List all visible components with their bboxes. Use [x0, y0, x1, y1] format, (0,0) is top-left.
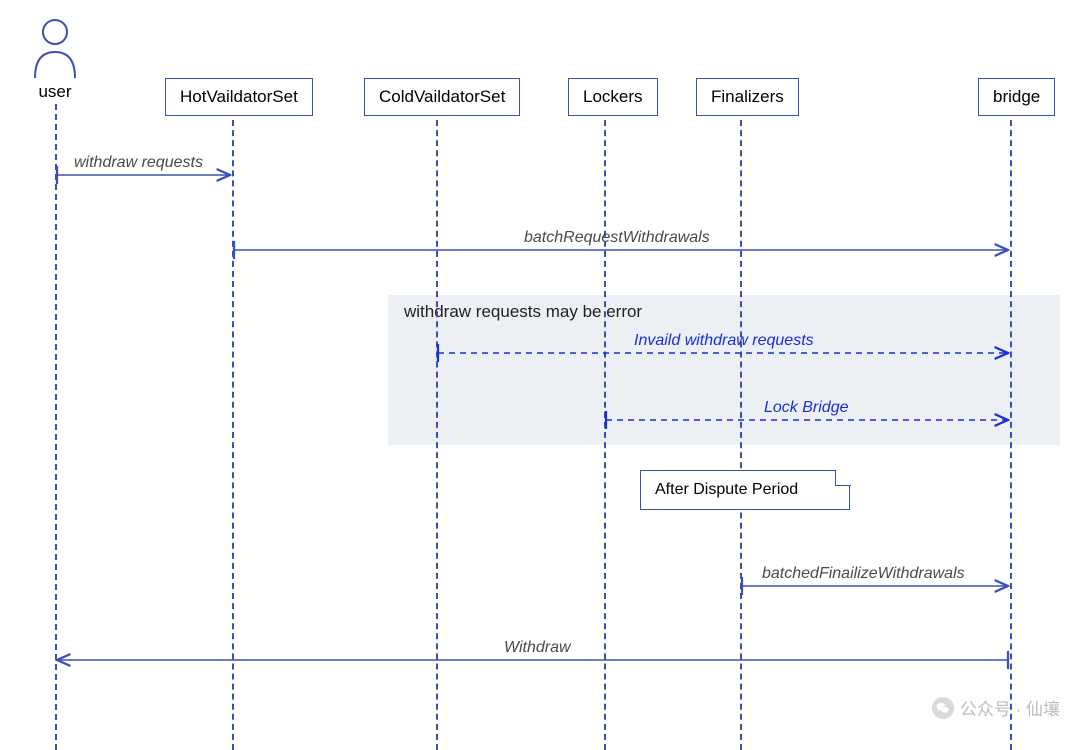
sequence-diagram: withdraw requests may be error user HotV… — [0, 0, 1080, 750]
msg-label-3: Lock Bridge — [760, 399, 853, 417]
note-fold-icon — [835, 470, 851, 486]
note-dispute-period: After Dispute Period — [640, 470, 850, 510]
lifeline-bridge — [1010, 120, 1012, 750]
actor-user: user — [30, 18, 80, 102]
lifeline-finalizers — [740, 120, 742, 750]
participant-lockers: Lockers — [568, 78, 658, 116]
lifeline-cold — [436, 120, 438, 750]
participant-hot-label: HotVaildatorSet — [180, 87, 298, 106]
participant-lockers-label: Lockers — [583, 87, 643, 106]
participant-finalizers-label: Finalizers — [711, 87, 784, 106]
wechat-icon — [932, 697, 954, 719]
user-icon — [30, 18, 80, 80]
note-text: After Dispute Period — [655, 481, 798, 498]
watermark-text: 公众号 · 仙壤 — [960, 695, 1060, 720]
participant-hot: HotVaildatorSet — [165, 78, 313, 116]
msg-label-5: Withdraw — [500, 639, 575, 657]
msg-label-0: withdraw requests — [70, 154, 207, 172]
participant-cold: ColdVaildatorSet — [364, 78, 520, 116]
participant-bridge-label: bridge — [993, 87, 1040, 106]
msg-label-1: batchRequestWithdrawals — [520, 229, 714, 247]
alt-region-label: withdraw requests may be error — [396, 298, 650, 326]
participant-finalizers: Finalizers — [696, 78, 799, 116]
msg-label-2: Invaild withdraw requests — [630, 332, 818, 350]
actor-user-label: user — [30, 82, 80, 102]
participant-cold-label: ColdVaildatorSet — [379, 87, 505, 106]
lifeline-hot — [232, 120, 234, 750]
msg-label-4: batchedFinailizeWithdrawals — [758, 565, 969, 583]
lifeline-user — [55, 104, 57, 750]
watermark: 公众号 · 仙壤 — [932, 695, 1060, 720]
participant-bridge: bridge — [978, 78, 1055, 116]
lifeline-lockers — [604, 120, 606, 750]
